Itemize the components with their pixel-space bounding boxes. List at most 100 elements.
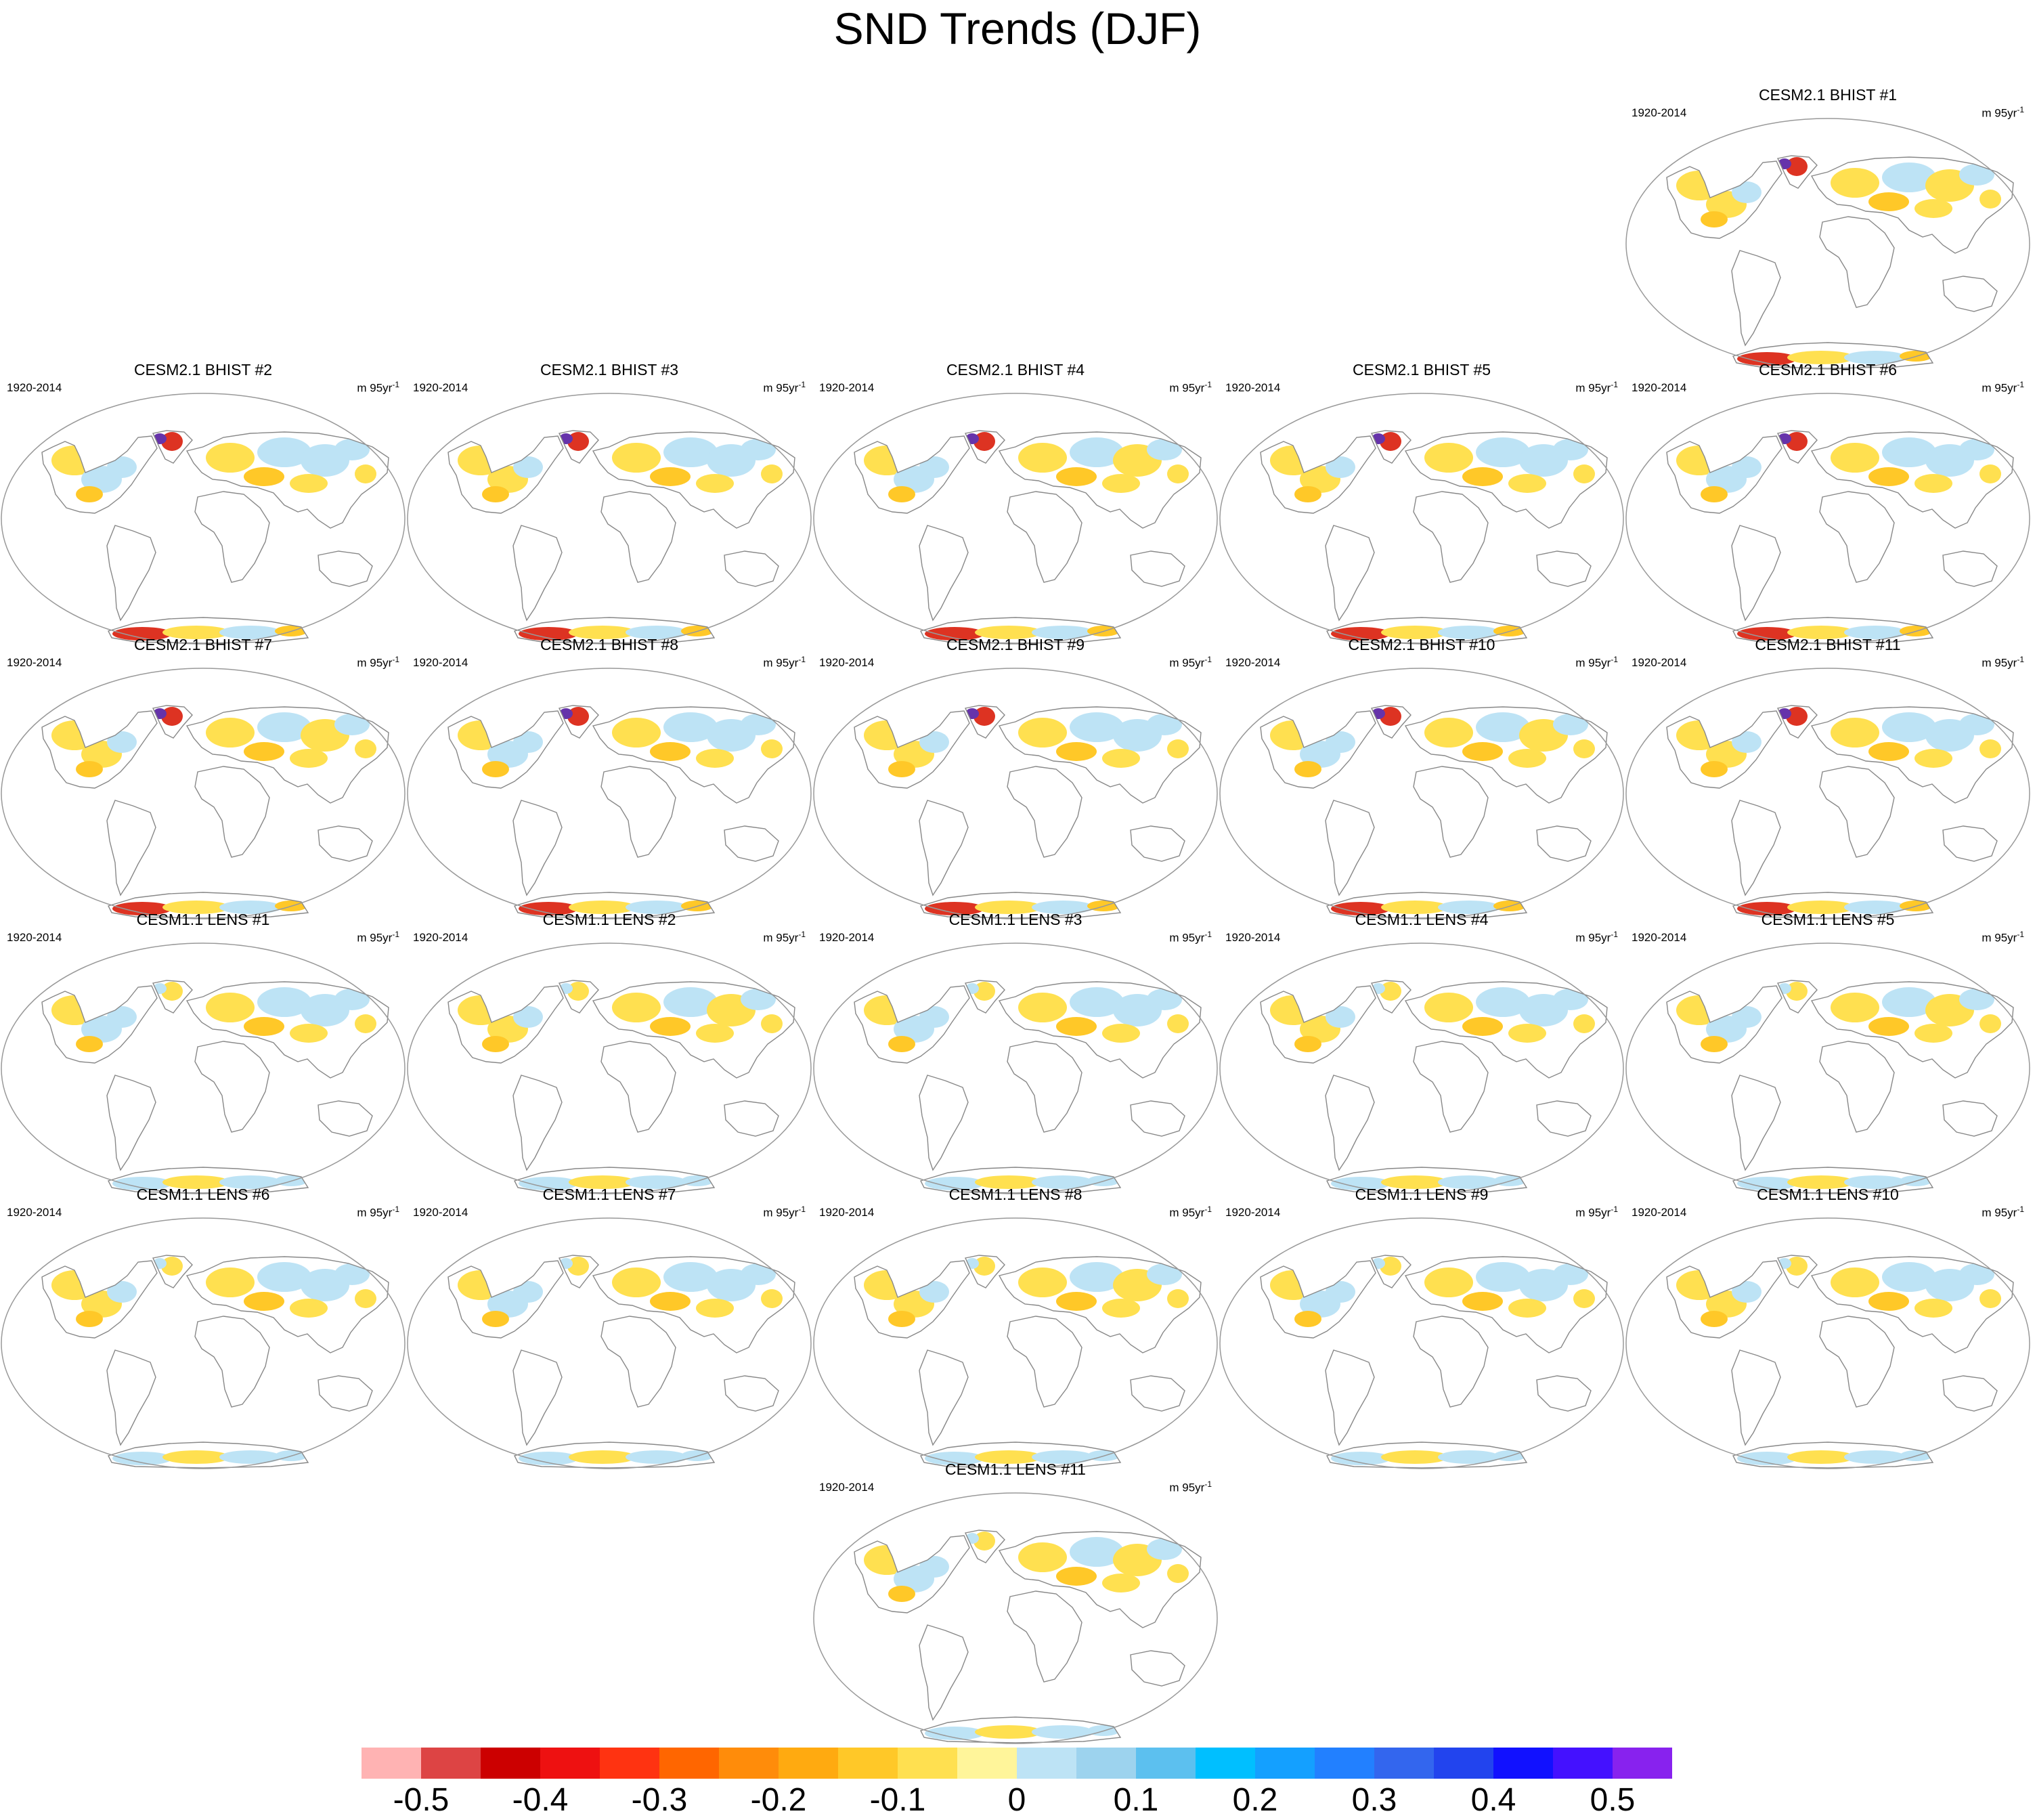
map-frame	[407, 942, 812, 1194]
panel-period: 1920-2014	[1632, 1206, 1687, 1219]
trend-patch	[1508, 1024, 1546, 1043]
trend-patch	[482, 1036, 509, 1052]
map-panel: CESM2.1 BHIST #9 1920-2014 m 95yr-1	[812, 635, 1219, 919]
trend-patch	[244, 467, 284, 486]
trend-patch	[257, 437, 311, 467]
trend-patch	[1959, 439, 1994, 460]
trend-patch	[1018, 1542, 1067, 1572]
coastline	[1413, 766, 1489, 858]
trend-patch	[1018, 718, 1067, 748]
trend-patch	[1424, 443, 1473, 473]
trend-patch	[567, 432, 589, 451]
coastline	[514, 1442, 716, 1469]
panel-title: CESM2.1 BHIST #3	[540, 361, 679, 378]
units-text: m 95yr	[1169, 381, 1205, 395]
world-map	[407, 668, 812, 919]
trend-patch	[244, 742, 284, 761]
map-panel: CESM2.1 BHIST #6 1920-2014 m 95yr-1	[1625, 360, 2031, 645]
coastline	[318, 825, 373, 862]
trend-patch	[919, 456, 949, 478]
coastline	[1536, 825, 1592, 862]
trend-patch	[1844, 901, 1906, 914]
trend-patch	[973, 982, 995, 1001]
trend-patch	[107, 731, 137, 753]
trend-patch	[1070, 712, 1124, 742]
world-map	[813, 1217, 1218, 1469]
trend-patch	[1868, 192, 1909, 211]
trend-patch	[1831, 1268, 1879, 1297]
panel-title: CESM2.1 BHIST #2	[133, 361, 273, 378]
coastline	[1130, 1375, 1185, 1412]
coastline	[558, 430, 599, 464]
panel-period: 1920-2014	[413, 931, 468, 944]
panel-period: 1920-2014	[819, 381, 875, 394]
trend-patch	[1424, 993, 1473, 1022]
coastline	[318, 550, 373, 587]
panel-units: m 95yr-1	[1982, 1202, 2024, 1220]
trend-patch	[741, 989, 776, 1010]
coastline	[1732, 1442, 1934, 1469]
panel-title: CESM2.1 BHIST #1	[1758, 86, 1898, 104]
trend-patch	[1882, 1262, 1936, 1292]
world-map	[1, 668, 406, 919]
units-exponent: -1	[1204, 1479, 1212, 1489]
colorbar-swatch	[421, 1748, 481, 1779]
trend-patch	[76, 1311, 103, 1327]
map-panel: CESM1.1 LENS #11 1920-2014 m 95yr-1	[812, 1460, 1219, 1744]
map-panel: CESM2.1 BHIST #1 1920-2014 m 95yr-1	[1625, 85, 2031, 370]
units-exponent: -1	[1611, 930, 1618, 939]
world-map	[1, 1217, 406, 1469]
trend-patch	[334, 1263, 370, 1285]
coastline	[106, 1349, 156, 1446]
trend-patch	[355, 739, 376, 758]
trend-patch	[1070, 437, 1124, 467]
coastline	[1413, 491, 1489, 583]
map-panel: CESM2.1 BHIST #3 1920-2014 m 95yr-1	[406, 360, 812, 645]
trend-patch	[1786, 707, 1808, 726]
panel-period: 1920-2014	[819, 931, 875, 944]
trend-patch	[1326, 456, 1355, 478]
trend-patch	[567, 707, 589, 726]
units-exponent: -1	[1611, 655, 1618, 664]
trend-patch	[1787, 1450, 1855, 1464]
trend-patch	[973, 707, 995, 726]
world-map	[1625, 668, 2030, 919]
coastline	[1819, 216, 1895, 308]
trend-patch	[1914, 1024, 1952, 1043]
coastline	[1260, 985, 1376, 1064]
coastline	[920, 1716, 1122, 1743]
units-text: m 95yr	[357, 931, 393, 945]
colorbar-swatch	[540, 1748, 600, 1779]
trend-patch	[1147, 439, 1182, 460]
trend-patch	[513, 456, 543, 478]
trend-patch	[1737, 352, 1797, 366]
panel-title: CESM1.1 LENS #2	[542, 911, 676, 928]
trend-patch	[626, 1175, 688, 1189]
trend-patch	[612, 1268, 661, 1297]
coastline	[1732, 617, 1934, 644]
panel-period: 1920-2014	[413, 381, 468, 394]
units-exponent: -1	[1204, 655, 1212, 664]
colorbar-tick-label: 0	[1007, 1782, 1026, 1818]
colorbar-tick-label: 0.5	[1590, 1782, 1636, 1818]
trend-patch	[761, 1014, 783, 1033]
coastline	[108, 1442, 309, 1469]
coastline	[194, 1316, 270, 1408]
coastline	[1942, 1375, 1998, 1412]
coastline	[1007, 1590, 1082, 1683]
trend-patch	[626, 626, 688, 639]
trend-patch	[482, 1311, 509, 1327]
world-map	[813, 393, 1218, 645]
trend-patch	[1732, 181, 1762, 203]
coastline	[592, 706, 795, 804]
coastline	[318, 1375, 373, 1412]
trend-patch	[1331, 1177, 1391, 1190]
trend-patch	[761, 464, 783, 483]
panel-units: m 95yr-1	[1169, 928, 1212, 945]
trend-patch	[1018, 443, 1067, 473]
map-frame	[1, 942, 406, 1194]
map-frame	[1625, 942, 2030, 1194]
colorbar-swatch	[898, 1748, 958, 1779]
coastline	[1536, 550, 1592, 587]
trend-patch	[1102, 749, 1140, 768]
